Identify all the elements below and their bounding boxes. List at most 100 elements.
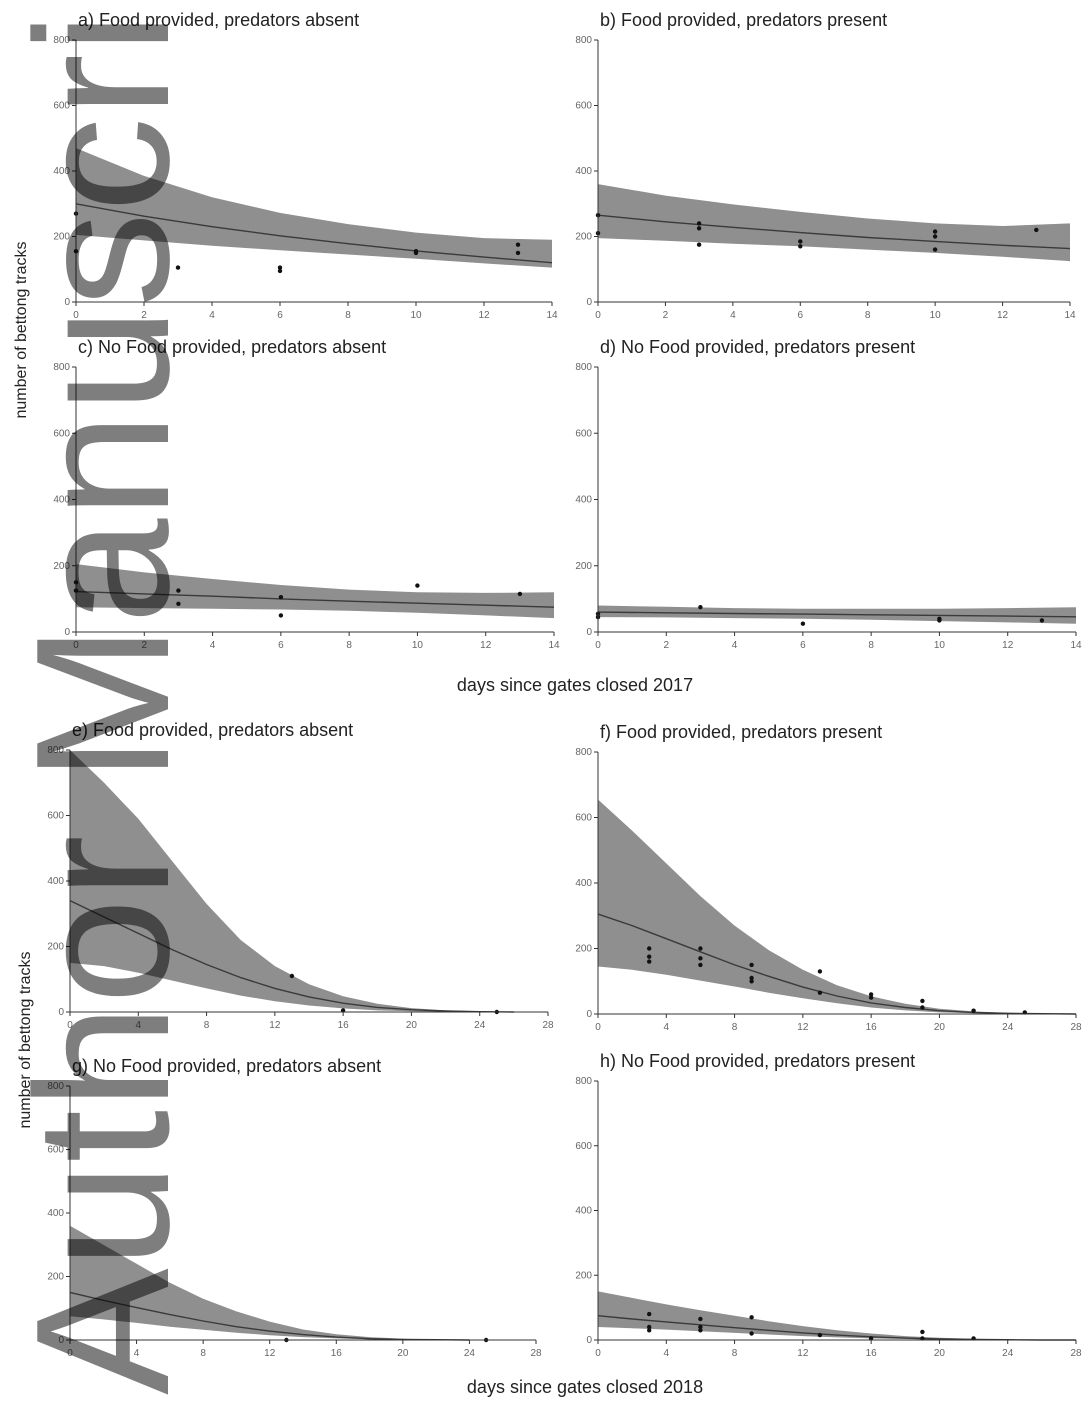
x-tick-label: 28 — [1070, 1022, 1082, 1033]
y-tick-label: 0 — [586, 627, 592, 638]
data-point — [932, 247, 938, 252]
panel-title: b) Food provided, predators present — [600, 10, 887, 30]
panel-8: h) No Food provided, predators present 0 2… — [575, 1051, 1082, 1359]
x-tick-label: 2 — [142, 640, 148, 651]
data-point — [698, 956, 703, 961]
data-point — [515, 242, 521, 247]
x-tick-label: 0 — [595, 310, 601, 321]
y-tick-label: 400 — [53, 166, 70, 177]
panel-title: c) No Food provided, predators absent — [78, 337, 386, 357]
x-tick-label: 0 — [73, 640, 79, 651]
data-point — [698, 1328, 703, 1333]
y-tick-label: 200 — [47, 1272, 64, 1283]
data-point — [698, 946, 703, 951]
data-point — [749, 979, 754, 984]
panel-6: f) Food provided, predators present 0 200 4… — [575, 722, 1082, 1033]
x-tick-label: 8 — [204, 1020, 210, 1031]
x-tick-label: 20 — [397, 1348, 409, 1359]
x-tick-label: 6 — [277, 310, 283, 321]
y-tick-label: 200 — [575, 944, 592, 955]
y-tick-label: 0 — [586, 297, 592, 308]
x-tick-label: 2 — [141, 310, 147, 321]
x-tick-label: 12 — [478, 310, 490, 321]
confidence-band — [70, 1225, 470, 1340]
x-tick-label: 12 — [269, 1020, 281, 1031]
y-tick-label: 800 — [575, 35, 592, 46]
x-tick-label: 10 — [410, 310, 422, 321]
x-tick-label: 4 — [209, 310, 215, 321]
x-tick-label: 10 — [412, 640, 424, 651]
panel-2: b) Food provided, predators present 0 200 4… — [575, 10, 1076, 321]
y-tick-label: 400 — [575, 1206, 592, 1217]
fitted-line — [75, 590, 555, 608]
y-tick-label: 400 — [47, 876, 64, 887]
data-point — [647, 954, 652, 959]
y-tick-label: 0 — [586, 1009, 592, 1020]
data-point — [647, 1311, 652, 1317]
x-tick-label: 10 — [934, 640, 946, 651]
x-tick-label: 28 — [530, 1348, 542, 1359]
x-tick-label: 12 — [264, 1348, 276, 1359]
data-point — [647, 946, 652, 951]
x-tick-label: 28 — [542, 1020, 554, 1031]
x-tick-label: 4 — [136, 1020, 142, 1031]
y-axis-title-2017: number of bettong tracks — [13, 242, 30, 419]
confidence-band — [598, 799, 1076, 1014]
data-point — [971, 1008, 976, 1013]
fitted-line — [597, 611, 1077, 618]
data-point — [698, 605, 703, 610]
y-tick-label: 600 — [53, 101, 70, 112]
panel-3: c) No Food provided, predators absent 0 2 0… — [53, 337, 560, 651]
x-tick-label: 0 — [67, 1020, 73, 1031]
y-tick-label: 600 — [575, 101, 592, 112]
x-tick-label: 0 — [595, 640, 601, 651]
x-tick-label: 12 — [480, 640, 492, 651]
y-tick-label: 0 — [64, 627, 70, 638]
data-point — [749, 975, 754, 981]
x-tick-label: 10 — [930, 310, 942, 321]
data-point — [1034, 227, 1039, 233]
data-point — [515, 250, 521, 256]
x-tick-label: 4 — [664, 1348, 670, 1359]
y-tick-label: 600 — [575, 428, 592, 439]
data-point — [413, 250, 419, 256]
data-point — [176, 588, 181, 593]
x-tick-label: 12 — [797, 1348, 809, 1359]
panel-7: g) No Food provided, predators absent 0 20… — [47, 1056, 542, 1359]
confidence-band — [598, 1291, 1076, 1340]
x-tick-label: 24 — [1002, 1022, 1014, 1033]
panel-1: a) Food provided, predators absent020040… — [53, 10, 558, 321]
x-tick-label: 12 — [997, 310, 1009, 321]
data-point — [749, 1331, 754, 1336]
x-tick-label: 12 — [1002, 640, 1014, 651]
panel-4: d) No Food provided, predators present 0 2… — [575, 337, 1082, 651]
y-tick-label: 400 — [575, 878, 592, 889]
x-tick-label: 4 — [730, 310, 736, 321]
watermark-text: Author Manuscript — [0, 0, 209, 1395]
y-tick-label: 0 — [64, 297, 70, 308]
panel-title: d) No Food provided, predators present — [600, 337, 915, 357]
panel-title: f) Food provided, predators present — [600, 722, 882, 742]
y-tick-label: 400 — [575, 495, 592, 506]
x-tick-label: 12 — [797, 1022, 809, 1033]
x-tick-label: 6 — [278, 640, 284, 651]
data-point — [920, 1005, 925, 1010]
data-point — [932, 234, 938, 239]
data-point — [176, 601, 181, 606]
data-point — [647, 959, 652, 964]
x-tick-label: 16 — [331, 1348, 343, 1359]
data-point — [798, 244, 803, 249]
x-tick-label: 14 — [546, 310, 558, 321]
x-tick-label: 0 — [73, 310, 79, 321]
data-point — [277, 265, 283, 270]
data-point — [932, 229, 938, 234]
x-tick-label: 20 — [406, 1020, 418, 1031]
y-tick-label: 800 — [53, 35, 70, 46]
x-tick-label: 0 — [595, 1022, 601, 1033]
fitted-line — [597, 214, 1071, 250]
data-point — [289, 973, 295, 979]
x-tick-label: 20 — [934, 1348, 946, 1359]
fitted-line — [69, 899, 514, 1013]
confidence-band — [76, 564, 554, 619]
x-tick-label: 8 — [868, 640, 874, 651]
